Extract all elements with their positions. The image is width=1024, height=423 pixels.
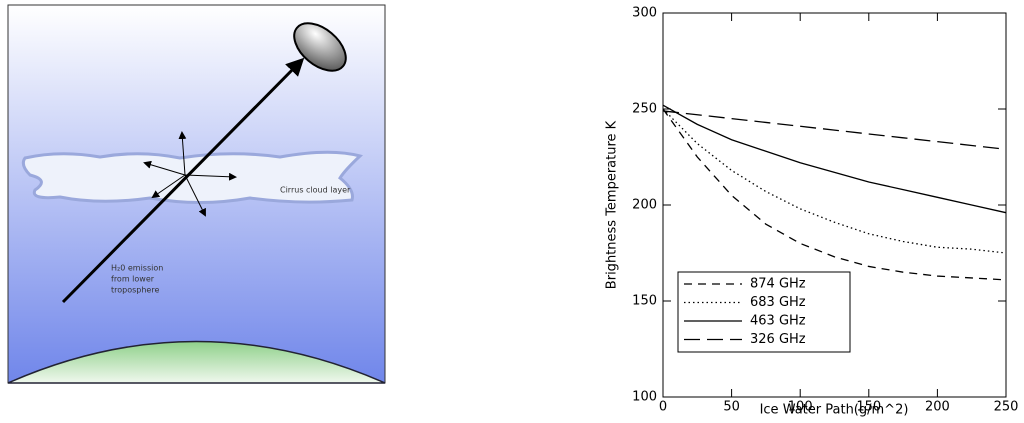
x-tick-label: 150 — [856, 400, 881, 415]
y-tick-label: 100 — [632, 390, 657, 405]
legend-box — [677, 271, 851, 353]
x-axis-label: Ice Water Path(g/m^2) — [760, 403, 909, 418]
x-tick-label: 250 — [994, 400, 1019, 415]
emission-label: from lower — [111, 275, 155, 284]
earth — [7, 340, 386, 384]
legend-label: 326 GHz — [750, 332, 806, 347]
satellite-dish — [293, 22, 347, 72]
series-line — [662, 104, 1007, 214]
cloud — [21, 150, 364, 204]
series-line — [662, 110, 1007, 150]
legend-label: 683 GHz — [750, 295, 806, 310]
emission-arrow — [61, 57, 305, 304]
x-tick-label: 100 — [788, 400, 813, 415]
emission-label: H₂0 emission — [111, 264, 163, 273]
cloud-label: Cirrus cloud layer — [280, 186, 351, 195]
series-line — [662, 108, 1007, 281]
x-tick-label: 50 — [723, 400, 740, 415]
x-tick-label: 0 — [659, 400, 667, 415]
x-tick-label: 200 — [925, 400, 950, 415]
legend-label: 874 GHz — [750, 277, 806, 292]
y-tick-label: 300 — [632, 6, 657, 21]
y-tick-label: 200 — [632, 198, 657, 213]
y-axis-label: Brightness Temperature K — [605, 120, 620, 289]
y-tick-label: 250 — [632, 102, 657, 117]
scatter-arrows — [143, 131, 237, 217]
emission-label: troposphere — [111, 286, 159, 295]
chart: Ice Water Path(g/m^2) Brightness Tempera… — [605, 6, 1019, 418]
series-line — [662, 108, 1007, 254]
y-tick-label: 150 — [632, 294, 657, 309]
legend-label: 463 GHz — [750, 314, 806, 329]
diagram: Cirrus cloud layer H₂0 emission from low… — [7, 4, 386, 384]
